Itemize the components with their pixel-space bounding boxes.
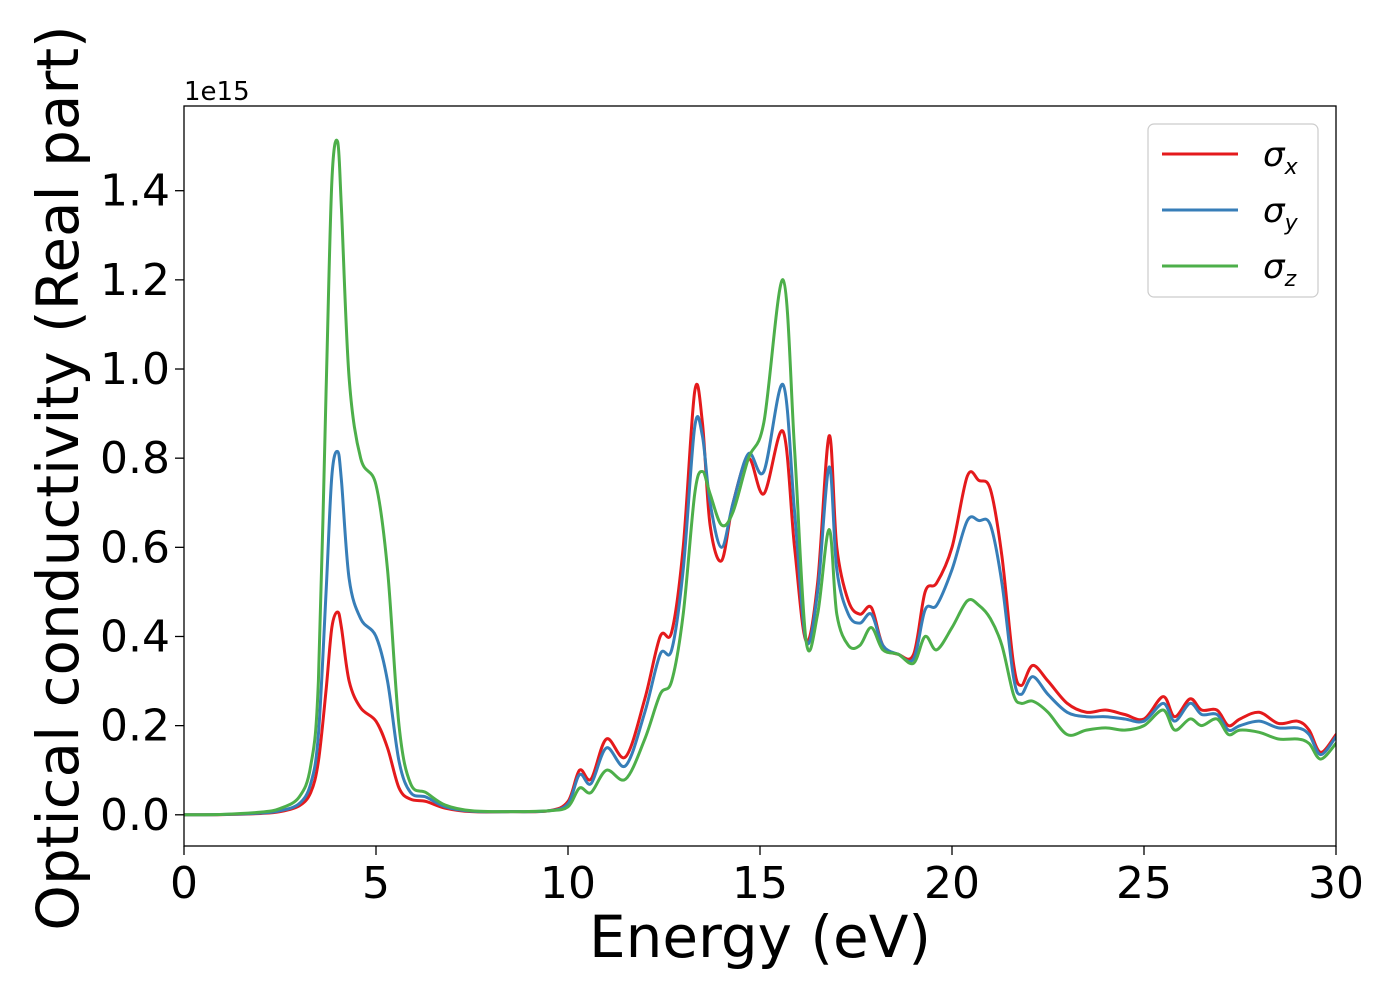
- x-tick-label: 0: [170, 858, 198, 909]
- x-tick-label: 5: [362, 858, 390, 909]
- y-axis-label: Optical conductivity (Real part): [24, 25, 92, 930]
- y-tick-label: 0.6: [100, 522, 170, 573]
- series-line-z: [184, 138, 1336, 817]
- x-tick-label: 20: [924, 858, 980, 909]
- legend-label-y: σy: [1263, 191, 1299, 236]
- y-tick-label: 0.2: [100, 701, 170, 752]
- y-offset-label: 1e15: [184, 77, 250, 107]
- x-tick-label: 10: [540, 858, 596, 909]
- x-axis-label: Energy (eV): [589, 903, 931, 971]
- y-tick-label: 0.0: [100, 790, 170, 841]
- y-tick-label: 0.4: [100, 611, 170, 662]
- y-axis: 0.0 0.2 0.4 0.6 0.8 1.0 1.2 1.4: [100, 166, 184, 841]
- x-tick-label: 15: [732, 858, 788, 909]
- x-axis: 0 5 10 15 20 25 30: [170, 846, 1364, 909]
- series-line-x: [184, 382, 1336, 817]
- y-tick-label: 1.2: [100, 255, 170, 306]
- y-tick-label: 1.4: [100, 166, 170, 217]
- y-tick-label: 0.8: [100, 433, 170, 484]
- series-layer: [184, 138, 1336, 817]
- x-tick-label: 25: [1116, 858, 1172, 909]
- y-tick-label: 1.0: [100, 344, 170, 395]
- legend: σx σy σz: [1147, 123, 1319, 298]
- series-line-y: [184, 383, 1336, 817]
- legend-label-z: σz: [1263, 247, 1297, 292]
- x-tick-label: 30: [1308, 858, 1364, 909]
- legend-label-x: σx: [1263, 135, 1299, 180]
